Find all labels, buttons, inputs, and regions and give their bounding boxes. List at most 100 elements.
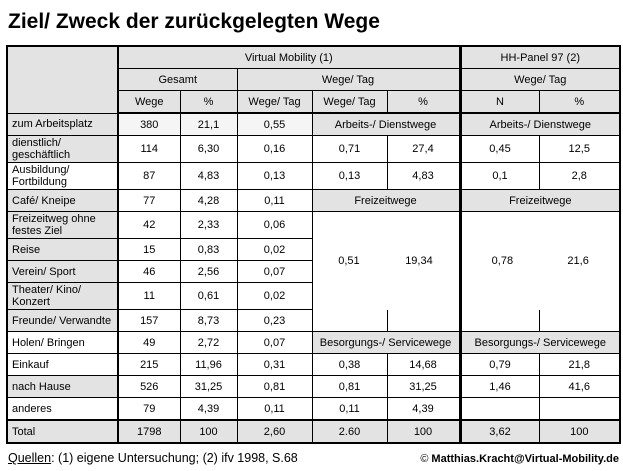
- cell-vm-pct: 27,4: [386, 135, 462, 163]
- cell-hh-pct: 100: [538, 419, 621, 444]
- cell-vm-pct: 4,83: [386, 162, 462, 190]
- cell-wt: 0,02: [236, 282, 313, 310]
- vm-freizeit-wt: 0,51: [338, 254, 360, 267]
- cell-wt: 0,13: [236, 162, 313, 190]
- cell-wt: 0,23: [236, 309, 313, 332]
- cell-hh-n: 1,46: [459, 375, 540, 398]
- copyright: © Matthias.Kracht@Virtual-Mobility.de: [420, 453, 621, 465]
- trip-purpose-table: Virtual Mobility (1) HH-Panel 97 (2) Ges…: [6, 45, 622, 444]
- cell-label: Theater/ Kino/ Konzert: [6, 282, 119, 310]
- cell-pct: 0,61: [179, 282, 238, 310]
- cell-vm-pct: 100: [386, 419, 462, 444]
- cell-pct: 31,25: [179, 375, 238, 398]
- cell-wege: 157: [117, 309, 181, 332]
- cell-hh-n: 0,45: [459, 135, 540, 163]
- cell-wt: 0,11: [236, 189, 313, 212]
- cell-wt: 0,16: [236, 135, 313, 163]
- hh-freizeit-pct: 21,6: [567, 254, 589, 267]
- row-freunde: Freunde/ Verwandte 157 8,73 0,23: [6, 309, 621, 332]
- row-zum-arbeitsplatz: zum Arbeitsplatz 380 21,1 0,55 Arbeits-/…: [6, 112, 621, 136]
- cell-vm-wt: 0,13: [311, 162, 388, 190]
- vm-freizeit-pct: 19,34: [405, 254, 433, 267]
- cell-hh-pct: 21,8: [538, 353, 621, 376]
- cell-wt: 0,07: [236, 260, 313, 283]
- row-theater: Theater/ Kino/ Konzert 11 0,61 0,02: [6, 282, 620, 310]
- header-row-groups: Virtual Mobility (1) HH-Panel 97 (2): [6, 45, 621, 114]
- cell-hh-n: [459, 397, 540, 421]
- cell-wt: 0,02: [236, 238, 313, 261]
- cell-hh-category-freizeit: Freizeitwege: [459, 189, 621, 212]
- cell-hh-pct-empty: [538, 309, 621, 332]
- footer: Quellen: (1) eigene Untersuchung; (2) if…: [6, 451, 621, 465]
- cell-hh-category-besorgung: Besorgungs-/ Servicewege: [459, 331, 621, 354]
- row-holen-bringen: Holen/ Bringen 49 2,72 0,07 Besorgungs-/…: [6, 331, 621, 354]
- cell-vm-wt: 0,71: [311, 135, 388, 163]
- cell-pct: 0,83: [179, 238, 238, 261]
- row-freizeitweg: Freizeitweg ohne festes Ziel 42 2,33 0,0…: [6, 211, 621, 310]
- cell-wege: 15: [117, 238, 181, 261]
- header-wege-tag-hh: Wege/ Tag: [459, 68, 621, 91]
- hh-freizeit-wt: 0,78: [491, 254, 514, 267]
- cell-hh-n: 3,62: [459, 419, 540, 444]
- cell-pct: 11,96: [179, 353, 238, 376]
- cell-wt: 0,11: [236, 397, 313, 421]
- cell-label: Café/ Kneipe: [6, 189, 119, 212]
- header-row-subgroups: Gesamt Wege/ Tag Wege/ Tag: [7, 68, 621, 91]
- row-einkauf: Einkauf 215 11,96 0,31 0,38 14,68 0,79 2…: [6, 353, 621, 376]
- cell-pct: 4,28: [179, 189, 238, 212]
- cell-label: Freunde/ Verwandte: [6, 309, 119, 332]
- cell-vm-wt: 2.60: [311, 419, 388, 444]
- row-total: Total 1798 100 2,60 2.60 100 3,62 100: [6, 419, 621, 444]
- cell-pct: 2,33: [179, 211, 238, 239]
- header-gesamt: Gesamt: [117, 68, 238, 91]
- sources-text: : (1) eigene Untersuchung; (2) ifv 1998,…: [51, 451, 298, 465]
- cell-vm-category-arbeit: Arbeits-/ Dienstwege: [311, 112, 462, 136]
- cell-vm-pct: 31,25: [386, 375, 462, 398]
- cell-pct: 4,83: [179, 162, 238, 190]
- cell-vm-freizeit-values: 0,51 19,34: [311, 211, 462, 310]
- corner-cell: [6, 45, 119, 114]
- cell-wege: 77: [117, 189, 181, 212]
- col-header-pct3: %: [538, 90, 621, 114]
- cell-hh-n: 0,1: [459, 162, 540, 190]
- header-hh-panel: HH-Panel 97 (2): [459, 45, 621, 69]
- cell-label: Verein/ Sport: [6, 260, 119, 283]
- col-header-wt2: Wege/ Tag: [311, 90, 388, 114]
- page-title: Ziel/ Zweck der zurückgelegten Wege: [8, 10, 380, 33]
- cell-label: anderes: [6, 397, 119, 421]
- row-ausbildung: Ausbildung/ Fortbildung 87 4,83 0,13 0,1…: [6, 162, 621, 190]
- cell-wt: 2,60: [236, 419, 313, 444]
- cell-vm-wt: 0,81: [311, 375, 388, 398]
- col-header-pct2: %: [386, 90, 462, 114]
- cell-vm-pct: 14,68: [386, 353, 462, 376]
- cell-wege: 114: [117, 135, 181, 163]
- header-wege-tag-vm: Wege/ Tag: [236, 68, 462, 91]
- cell-hh-pct: 2,8: [538, 162, 621, 190]
- cell-wege: 215: [117, 353, 181, 376]
- cell-pct: 8,73: [179, 309, 238, 332]
- cell-wege: 11: [117, 282, 181, 310]
- cell-label: Ausbildung/ Fortbildung: [6, 162, 119, 190]
- cell-hh-pct: [538, 397, 621, 421]
- cell-pct: 6,30: [179, 135, 238, 163]
- col-header-wt1: Wege/ Tag: [236, 90, 313, 114]
- cell-wege: 46: [117, 260, 181, 283]
- row-cafe-kneipe: Café/ Kneipe 77 4,28 0,11 Freizeitwege F…: [6, 189, 621, 212]
- cell-wt: 0,81: [236, 375, 313, 398]
- cell-label: Reise: [6, 238, 119, 261]
- cell-pct: 2,72: [179, 331, 238, 354]
- row-nach-hause: nach Hause 526 31,25 0,81 0,81 31,25 1,4…: [6, 375, 621, 398]
- cell-pct: 2,56: [179, 260, 238, 283]
- cell-wege: 42: [117, 211, 181, 239]
- cell-vm-wt: 0,38: [311, 353, 388, 376]
- cell-wt: 0,07: [236, 331, 313, 354]
- cell-wt: 0,06: [236, 211, 313, 239]
- cell-wege: 79: [117, 397, 181, 421]
- cell-vm-pct: 4,39: [386, 397, 462, 421]
- cell-hh-category-arbeit: Arbeits-/ Dienstwege: [459, 112, 621, 136]
- cell-vm-category-besorgung: Besorgungs-/ Servicewege: [311, 331, 462, 354]
- cell-wt: 0,55: [236, 112, 313, 136]
- cell-pct: 4,39: [179, 397, 238, 421]
- copyright-text: Matthias.Kracht@Virtual-Mobility.de: [431, 453, 619, 465]
